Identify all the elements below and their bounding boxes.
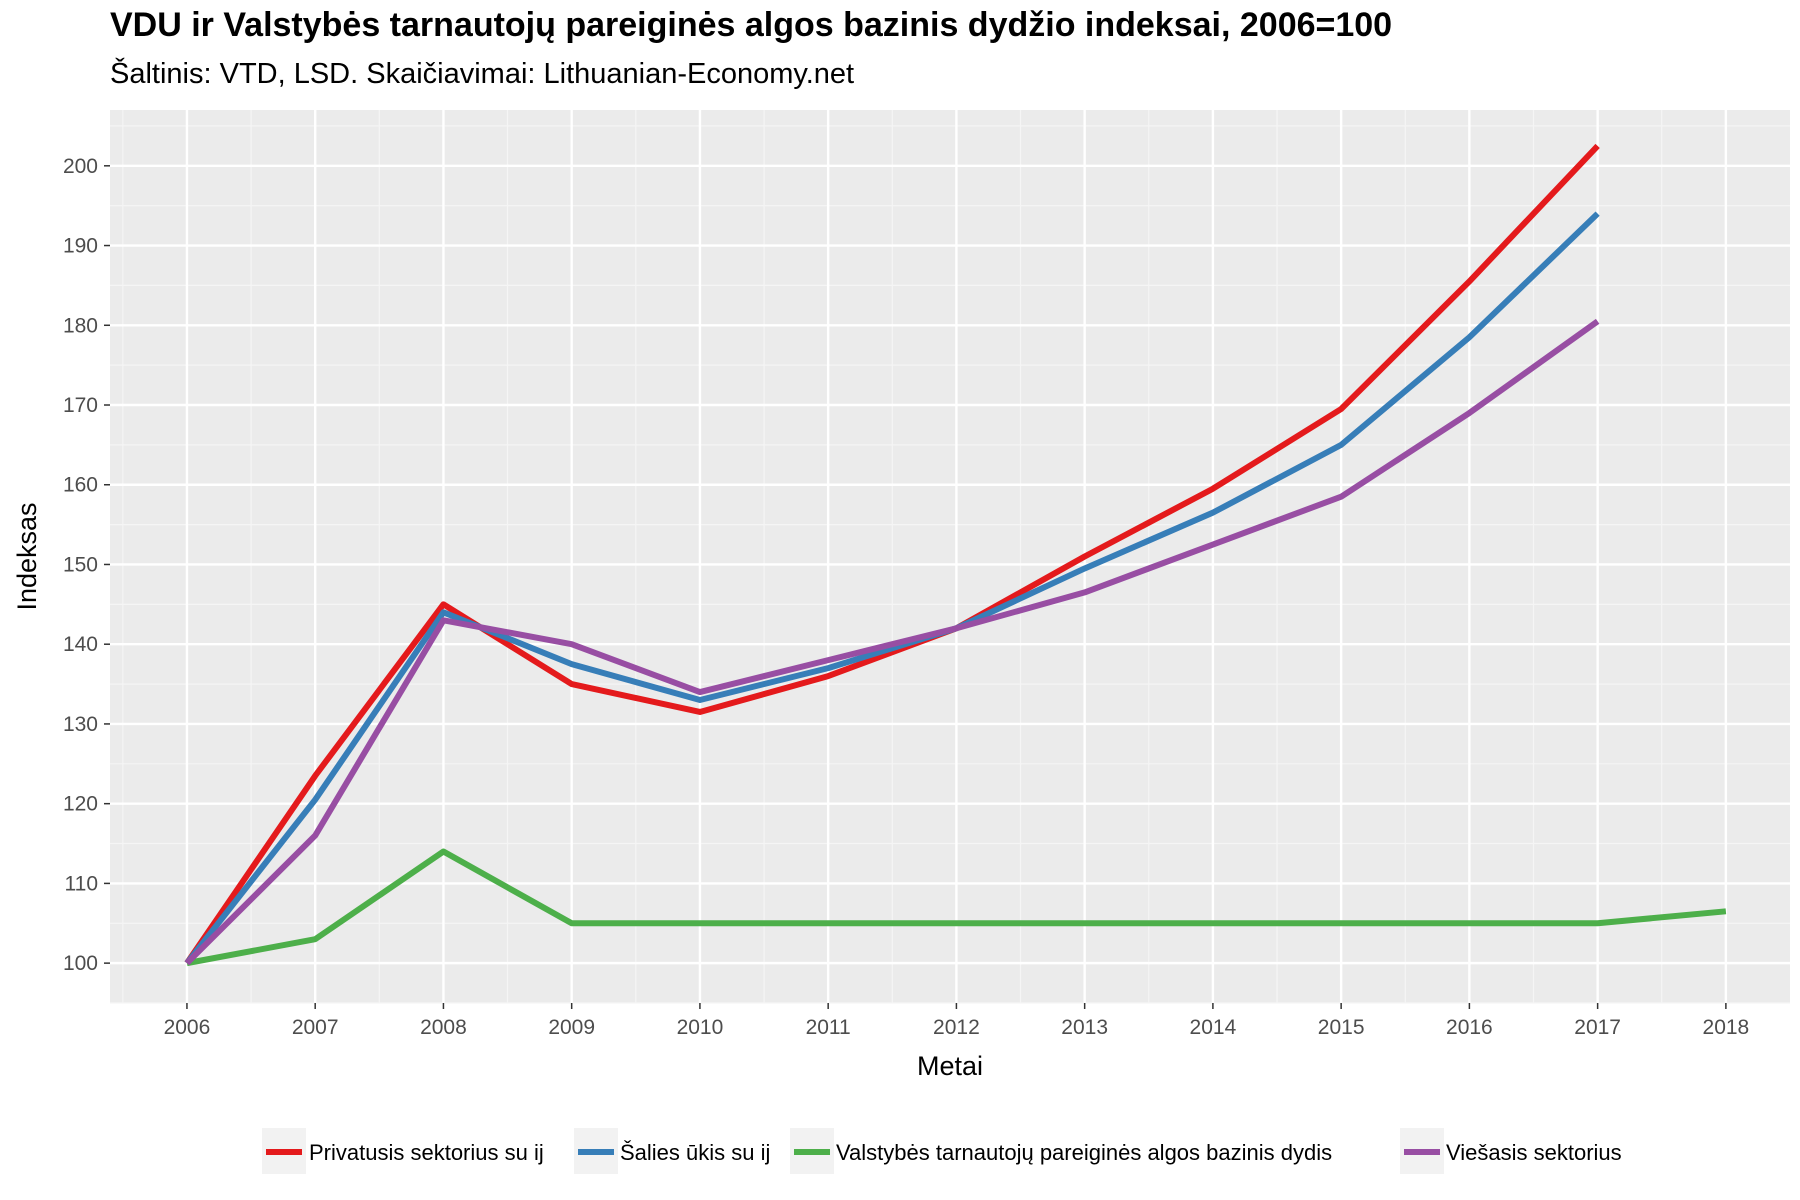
y-axis: 100 110 120 130 140 150 160 170 180 190 200 (63, 155, 110, 975)
legend: Privatusis sektorius su ij Šalies ūkis su… (262, 1128, 1622, 1174)
legend-label: Šalies ūkis su ij (620, 1140, 770, 1165)
y-tick-label: 140 (63, 633, 98, 656)
y-tick-label: 160 (63, 474, 98, 497)
x-axis: 2006 2007 2008 2009 2010 2011 2012 2013 2014 2015… (164, 1003, 1750, 1039)
chart-title: VDU ir Valstybės tarnautojų pareiginės a… (110, 6, 1393, 44)
x-tick-label: 2012 (933, 1016, 980, 1039)
x-tick-label: 2016 (1446, 1016, 1493, 1039)
x-tick-label: 2013 (1061, 1016, 1108, 1039)
plot-panel (110, 110, 1790, 1003)
x-tick-label: 2015 (1318, 1016, 1365, 1039)
y-tick-label: 170 (63, 394, 98, 417)
y-tick-label: 100 (63, 952, 98, 975)
series-line (184, 211, 1600, 965)
legend-label: Viešasis sektorius (1446, 1140, 1622, 1165)
y-tick-label: 190 (63, 235, 98, 258)
chart-subtitle: Šaltinis: VTD, LSD. Skaičiavimai: Lithua… (110, 58, 855, 90)
x-tick-label: 2010 (677, 1016, 724, 1039)
series-line (184, 318, 1600, 966)
y-tick-label: 200 (63, 155, 98, 178)
y-axis-title: Indeksas (12, 502, 42, 610)
series-line (184, 143, 1600, 965)
legend-label: Privatusis sektorius su ij (309, 1140, 544, 1165)
y-tick-label: 150 (63, 553, 98, 576)
x-tick-label: 2017 (1574, 1016, 1621, 1039)
x-tick-label: 2018 (1703, 1016, 1750, 1039)
series-lines (184, 143, 1727, 967)
series-line (186, 848, 1727, 967)
x-axis-title: Metai (917, 1051, 983, 1081)
x-tick-label: 2009 (548, 1016, 595, 1039)
y-tick-label: 120 (63, 793, 98, 816)
x-tick-label: 2006 (164, 1016, 211, 1039)
legend-label: Valstybės tarnautojų pareiginės algos ba… (836, 1140, 1332, 1165)
y-tick-label: 180 (63, 314, 98, 337)
x-tick-label: 2008 (420, 1016, 467, 1039)
x-tick-label: 2011 (806, 1016, 851, 1039)
y-tick-label: 130 (63, 713, 98, 736)
y-tick-label: 110 (65, 872, 98, 895)
x-tick-label: 2014 (1190, 1016, 1237, 1039)
minor-gridlines (110, 110, 1790, 1004)
x-tick-label: 2007 (292, 1016, 339, 1039)
